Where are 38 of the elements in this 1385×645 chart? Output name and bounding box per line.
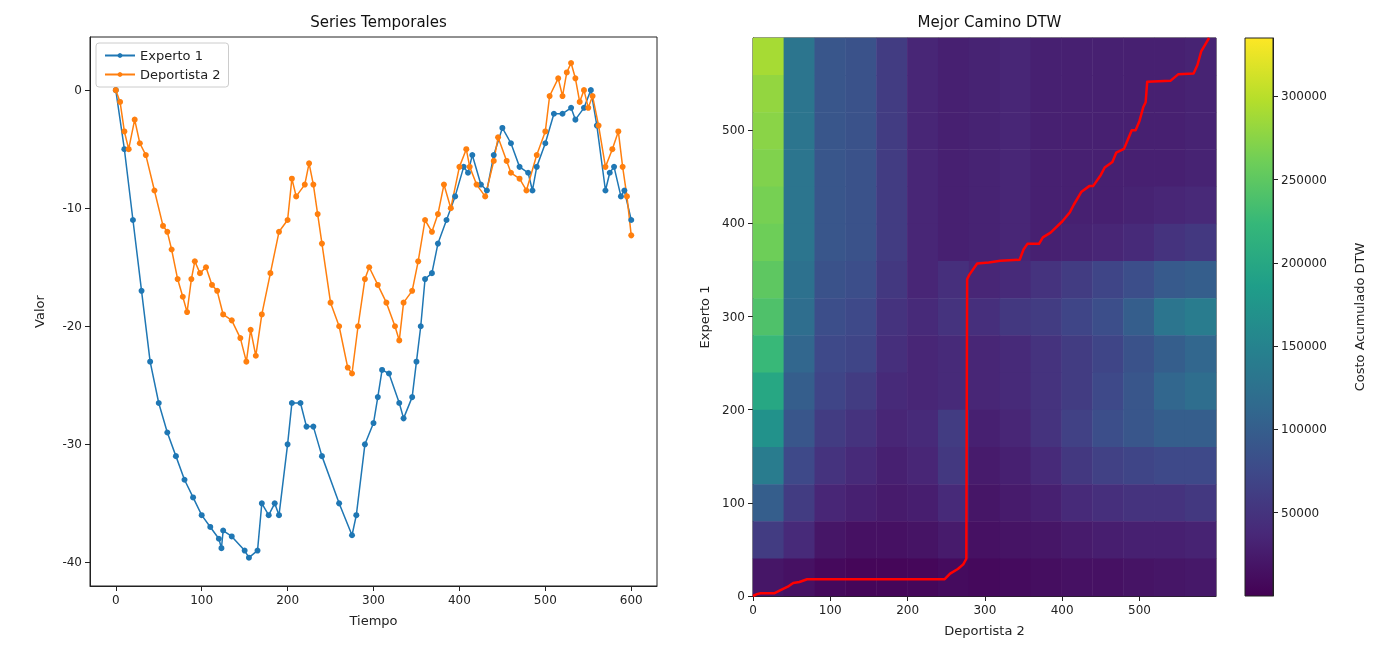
- y-tick-label: -30: [62, 437, 82, 452]
- y-tick-label: 300: [722, 309, 745, 324]
- y-tick-label: 0: [74, 83, 82, 98]
- y-tick-label: 500: [722, 123, 745, 138]
- y-tick-label: 200: [722, 402, 745, 417]
- legend-label: Experto 1: [140, 48, 203, 63]
- color-bar-label: 300000: [1281, 89, 1327, 104]
- color-bar-label: 250000: [1281, 172, 1327, 187]
- x-tick-label: 200: [896, 603, 920, 617]
- x-tick-label: 500: [1128, 603, 1151, 617]
- chart-title: Mejor Camino DTW: [917, 12, 1062, 31]
- y-tick-label: 400: [722, 216, 745, 231]
- x-axis-title: Tiempo: [348, 613, 398, 628]
- y-axis-title: Experto 1: [697, 285, 713, 349]
- x-tick-label: 0: [111, 593, 120, 607]
- y-tick-label: -20: [62, 319, 82, 334]
- legend-label: Deportista 2: [140, 67, 221, 82]
- y-tick-label: -40: [62, 555, 82, 570]
- color-bar-label: 100000: [1281, 422, 1327, 437]
- color-bar-label: 150000: [1281, 339, 1327, 354]
- x-tick-label: 600: [619, 593, 643, 607]
- y-tick-label: -10: [62, 201, 82, 216]
- x-tick-label: 400: [1050, 603, 1074, 617]
- color-bar-label: 50000: [1281, 505, 1320, 520]
- x-tick-label: 300: [362, 593, 385, 607]
- x-tick-label: 100: [818, 603, 842, 617]
- y-tick-label: 100: [722, 495, 745, 510]
- x-tick-label: 0: [749, 603, 757, 617]
- x-tick-label: 100: [190, 593, 214, 607]
- x-tick-label: 300: [973, 603, 997, 617]
- color-bar-title: Costo Acumulado DTW: [1352, 242, 1367, 392]
- x-tick-label: 400: [447, 593, 471, 607]
- color-bar-label: 200000: [1281, 255, 1327, 270]
- chart-title: Series Temporales: [310, 12, 447, 31]
- y-axis-title: Valor: [32, 294, 47, 328]
- x-tick-label: 500: [533, 593, 557, 607]
- x-tick-label: 200: [276, 593, 300, 607]
- x-axis-title: Deportista 2: [944, 623, 1025, 638]
